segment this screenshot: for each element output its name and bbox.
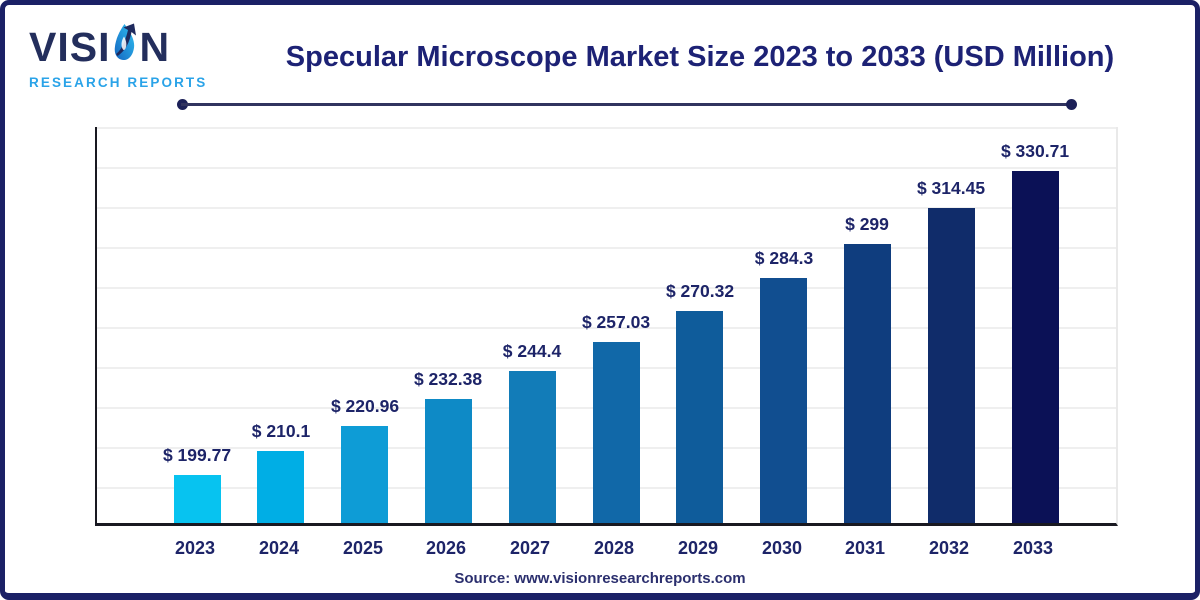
source-text: Source: www.visionresearchreports.com <box>454 570 746 587</box>
value-label: $ 284.3 <box>754 248 814 268</box>
value-label: $ 210.1 <box>251 421 311 441</box>
logo-drop-icon <box>111 21 138 69</box>
value-label: $ 232.38 <box>413 369 483 389</box>
x-tick-label: 2030 <box>761 538 803 558</box>
bar-2030 <box>760 278 807 523</box>
x-tick-label: 2033 <box>1012 538 1054 558</box>
gridline <box>97 207 1116 209</box>
bar-2023 <box>174 475 221 523</box>
x-tick-label: 2029 <box>677 538 719 558</box>
value-label: $ 199.77 <box>162 445 232 465</box>
bar-chart-plot: $ 199.77 $ 210.1 $ 220.96 $ 232.38 $ 244.4 $ … <box>95 127 1118 526</box>
x-tick-label: 2023 <box>174 538 216 558</box>
header: VISI N RES <box>5 5 1195 101</box>
gridline <box>97 167 1116 169</box>
value-label: $ 220.96 <box>330 396 400 416</box>
value-label: $ 314.45 <box>916 178 986 198</box>
bar-2033 <box>1012 171 1059 523</box>
value-label: $ 257.03 <box>581 312 651 332</box>
title-divider <box>177 99 1077 111</box>
x-tick-label: 2024 <box>258 538 300 558</box>
brand-subtitle: RESEARCH REPORTS <box>29 75 208 90</box>
divider-right-dot <box>1066 99 1077 110</box>
x-axis-labels: 2023 2024 2025 2026 2027 2028 2029 2030 2031 2032… <box>95 538 1118 562</box>
x-tick-label: 2032 <box>928 538 970 558</box>
gridline <box>97 287 1116 289</box>
gridline <box>97 327 1116 329</box>
bar-2024 <box>257 451 304 523</box>
bar-2029 <box>676 311 723 523</box>
value-label: $ 244.4 <box>502 341 562 361</box>
bar-2032 <box>928 208 975 523</box>
bar-2025 <box>341 426 388 523</box>
x-tick-label: 2027 <box>509 538 551 558</box>
bar-2026 <box>425 399 472 523</box>
divider-line <box>181 103 1073 106</box>
x-tick-label: 2028 <box>593 538 635 558</box>
x-tick-label: 2031 <box>844 538 886 558</box>
bar-2027 <box>509 371 556 523</box>
gridline <box>97 247 1116 249</box>
x-tick-label: 2026 <box>425 538 467 558</box>
value-label: $ 270.32 <box>665 281 735 301</box>
bar-2028 <box>593 342 640 523</box>
title-wrap: Specular Microscope Market Size 2023 to … <box>215 41 1185 74</box>
x-tick-label: 2025 <box>342 538 384 558</box>
bar-2031 <box>844 244 891 523</box>
brand-text-post: N <box>139 23 171 70</box>
brand-logo: VISI N RES <box>29 23 229 90</box>
value-label: $ 330.71 <box>1000 141 1070 161</box>
gridline <box>97 127 1116 129</box>
brand-wordmark: VISI N <box>29 23 229 71</box>
brand-text-pre: VISI <box>29 23 111 70</box>
chart-title: Specular Microscope Market Size 2023 to … <box>285 41 1115 73</box>
value-label: $ 299 <box>845 214 889 234</box>
